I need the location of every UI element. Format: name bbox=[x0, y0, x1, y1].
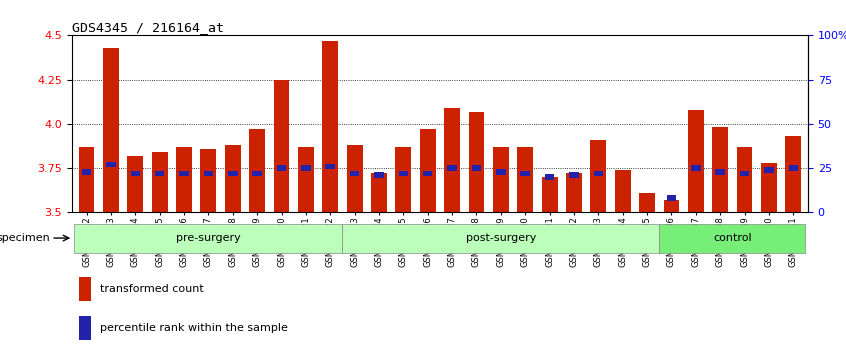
Bar bbox=[520, 171, 530, 176]
Bar bbox=[785, 136, 801, 212]
Bar bbox=[277, 165, 286, 171]
Bar bbox=[228, 171, 238, 176]
Bar bbox=[80, 316, 91, 340]
Bar bbox=[737, 147, 752, 212]
Bar bbox=[640, 193, 655, 212]
Bar bbox=[712, 127, 728, 212]
Bar bbox=[569, 172, 579, 178]
Text: percentile rank within the sample: percentile rank within the sample bbox=[100, 323, 288, 333]
Bar bbox=[130, 171, 140, 176]
Bar bbox=[444, 108, 460, 212]
Bar bbox=[298, 147, 314, 212]
Bar bbox=[667, 195, 676, 201]
Bar bbox=[80, 278, 91, 301]
Bar bbox=[739, 171, 750, 176]
Bar bbox=[398, 171, 408, 176]
Bar bbox=[395, 147, 411, 212]
Text: transformed count: transformed count bbox=[100, 284, 204, 294]
Text: pre-surgery: pre-surgery bbox=[176, 233, 241, 243]
Bar bbox=[691, 165, 700, 171]
Bar bbox=[176, 147, 192, 212]
Bar bbox=[151, 152, 168, 212]
Bar bbox=[448, 165, 457, 171]
Bar bbox=[591, 140, 607, 212]
Bar bbox=[496, 169, 506, 175]
Bar bbox=[273, 80, 289, 212]
Bar bbox=[179, 171, 189, 176]
Bar bbox=[493, 147, 508, 212]
Bar bbox=[204, 171, 213, 176]
Bar bbox=[788, 165, 798, 171]
Text: control: control bbox=[713, 233, 752, 243]
Bar bbox=[472, 165, 481, 171]
Bar bbox=[350, 171, 360, 176]
Bar bbox=[716, 169, 725, 175]
Bar bbox=[252, 171, 262, 176]
Bar bbox=[347, 145, 363, 212]
Bar bbox=[659, 224, 805, 252]
Bar bbox=[79, 147, 95, 212]
Bar bbox=[688, 110, 704, 212]
Bar bbox=[423, 171, 432, 176]
Bar bbox=[615, 170, 630, 212]
Bar bbox=[322, 41, 338, 212]
Bar bbox=[545, 174, 554, 180]
Bar bbox=[374, 172, 384, 178]
Bar bbox=[326, 164, 335, 169]
Bar bbox=[82, 169, 91, 175]
Text: specimen: specimen bbox=[0, 233, 50, 243]
Bar bbox=[225, 145, 240, 212]
Bar bbox=[128, 156, 143, 212]
Bar bbox=[469, 112, 485, 212]
Text: post-surgery: post-surgery bbox=[465, 233, 536, 243]
Bar bbox=[594, 171, 603, 176]
Bar bbox=[761, 163, 777, 212]
Bar bbox=[155, 171, 164, 176]
Bar bbox=[201, 149, 217, 212]
Bar bbox=[106, 162, 116, 167]
Bar bbox=[250, 129, 265, 212]
Bar bbox=[74, 224, 343, 252]
Bar bbox=[371, 173, 387, 212]
Text: GDS4345 / 216164_at: GDS4345 / 216164_at bbox=[72, 21, 224, 34]
Bar bbox=[517, 147, 533, 212]
Bar bbox=[566, 173, 582, 212]
Bar bbox=[764, 167, 774, 173]
Bar bbox=[541, 177, 558, 212]
Bar bbox=[343, 224, 659, 252]
Bar bbox=[420, 129, 436, 212]
Bar bbox=[103, 48, 118, 212]
Bar bbox=[301, 165, 310, 171]
Bar bbox=[663, 200, 679, 212]
